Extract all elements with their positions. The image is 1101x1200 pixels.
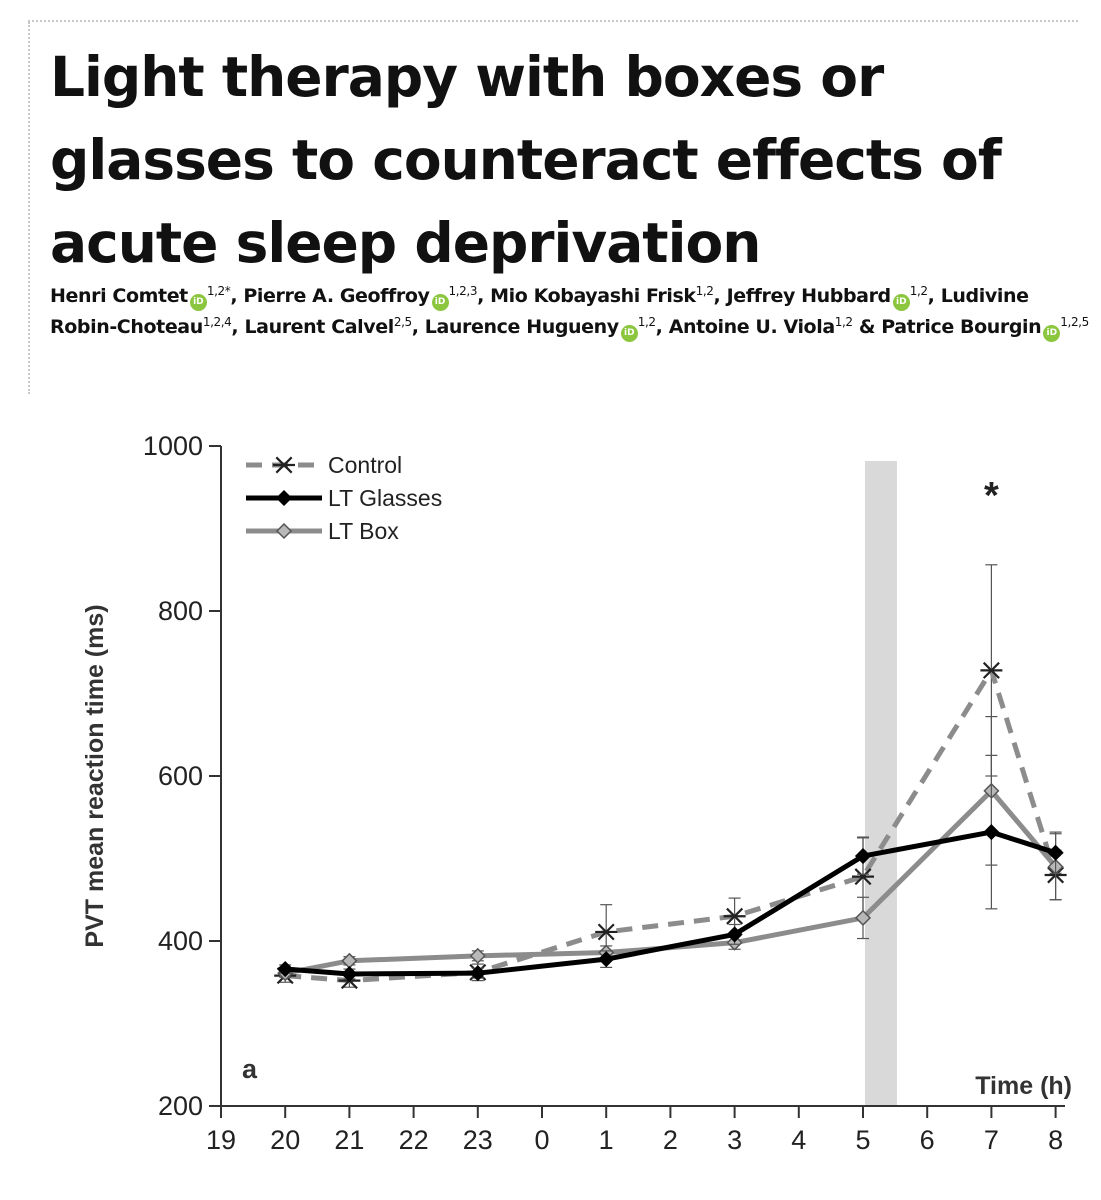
x-tick-label-21: 21 (334, 1125, 364, 1155)
affiliation-marker: 1,2 (695, 284, 714, 298)
author-name: Antoine U. Viola (668, 316, 835, 338)
data-point-23 (469, 947, 486, 964)
legend-entry-3: LT Box (246, 518, 399, 544)
data-point-21 (341, 952, 358, 969)
legend-marker (275, 522, 293, 540)
orcid-icon[interactable]: iD (892, 294, 910, 311)
panel-label: a (242, 1054, 258, 1084)
author-name: Ludivine Robin-Choteau (50, 285, 1029, 338)
x-tick-label-6: 6 (920, 1125, 935, 1155)
affiliation-marker: 1,2,3 (448, 284, 478, 298)
data-point-20 (277, 960, 294, 978)
left-dotted-rule (28, 22, 30, 394)
significance-asterisk: * (984, 475, 999, 517)
legend-marker (273, 456, 295, 474)
legend-entry-2: LT Glasses (246, 485, 442, 511)
author-8[interactable]: Antoine U. Viola1,2 (669, 316, 853, 338)
data-point-23 (469, 965, 486, 982)
x-tick-label-22: 22 (399, 1125, 429, 1155)
asterisk-stroke (982, 661, 1000, 679)
asterisk-stroke (726, 907, 744, 925)
asterisk-stroke (854, 868, 872, 886)
article-title: Light therapy with boxes or glasses to c… (50, 45, 1002, 275)
author-name: Laurent Calvel (244, 316, 394, 338)
data-point-5 (852, 868, 874, 886)
affiliation-marker: 1,2 (834, 315, 853, 329)
series-line (285, 829, 1057, 977)
affiliation-marker: 1,2 (909, 284, 928, 298)
y-tick-label-200: 200 (158, 1091, 203, 1121)
author-name: Pierre A. Geoffroy (243, 285, 430, 307)
author-name: Mio Kobayashi Frisk (490, 285, 696, 307)
data-point-3 (723, 907, 746, 925)
legend-label: Control (328, 452, 402, 478)
y-tick-label-1000: 1000 (143, 431, 203, 461)
orcid-icon[interactable]: iD (620, 325, 638, 342)
series-lt-box (277, 716, 1064, 982)
orcid-icon[interactable]: iD (189, 294, 207, 311)
author-1[interactable]: Henri Comtet iD1,2* (50, 284, 231, 311)
author-9[interactable]: Patrice Bourgin iD1,2,5 (881, 315, 1089, 342)
asterisk-stroke (275, 456, 293, 474)
author-list: Henri Comtet iD1,2*, Pierre A. Geoffroy iD… (50, 281, 1090, 343)
legend-marker (275, 489, 293, 507)
author-6[interactable]: Laurent Calvel2,5 (244, 315, 412, 338)
author-4[interactable]: Jeffrey Hubbard iD1,2 (726, 284, 928, 311)
author-name: Patrice Bourgin (881, 316, 1042, 338)
x-tick-label-7: 7 (984, 1125, 999, 1155)
data-point-1 (598, 951, 615, 968)
legend-entry-1: Control (246, 452, 402, 478)
affiliation-marker: 1,2,4 (202, 315, 232, 329)
asterisk-stroke (597, 923, 615, 941)
y-tick-label-400: 400 (158, 926, 203, 956)
top-dotted-rule (28, 20, 1078, 22)
legend-label: LT Box (328, 518, 399, 544)
legend-label: LT Glasses (328, 485, 442, 511)
author-7[interactable]: Laurence Hugueny iD1,2 (424, 315, 656, 342)
x-tick-label-2: 2 (663, 1125, 678, 1155)
data-point-21 (341, 965, 358, 983)
affiliation-marker: 2,5 (393, 315, 412, 329)
data-point-3 (726, 926, 743, 943)
author-name: Henri Comtet (50, 285, 188, 307)
data-point-1 (595, 923, 618, 941)
x-tick-label-0: 0 (534, 1125, 549, 1155)
light-exposure-band (865, 461, 897, 1106)
data-point-8 (1047, 844, 1064, 861)
y-axis-label: PVT mean reaction time (ms) (81, 604, 109, 947)
x-tick-label-20: 20 (270, 1125, 300, 1155)
x-tick-label-23: 23 (463, 1125, 493, 1155)
data-point-5 (854, 909, 872, 926)
y-tick-label-600: 600 (158, 761, 203, 791)
series-control (274, 564, 1067, 990)
x-tick-label-1: 1 (599, 1125, 614, 1155)
x-tick-label-3: 3 (727, 1125, 742, 1155)
x-axis-label: Time (h) (975, 1072, 1072, 1100)
series-lt-glasses (277, 754, 1064, 983)
affiliation-marker: 1,2,5 (1060, 315, 1089, 329)
x-tick-label-4: 4 (791, 1125, 806, 1155)
orcid-icon[interactable]: iD (1043, 325, 1061, 342)
author-name: Jeffrey Hubbard (726, 285, 892, 307)
author-name: Laurence Hugueny (424, 316, 619, 338)
data-point-7 (980, 661, 1003, 679)
x-tick-label-5: 5 (855, 1125, 870, 1155)
data-point-7 (983, 824, 1000, 841)
data-point-5 (854, 847, 872, 865)
y-tick-label-800: 800 (158, 596, 203, 626)
author-3[interactable]: Mio Kobayashi Frisk1,2 (490, 284, 714, 307)
x-tick-label-19: 19 (206, 1125, 236, 1155)
author-5[interactable]: Ludivine Robin-Choteau1,2,4 (50, 285, 1029, 338)
author-2[interactable]: Pierre A. Geoffroy iD1,2,3 (243, 284, 478, 311)
x-tick-label-8: 8 (1048, 1125, 1063, 1155)
orcid-icon[interactable]: iD (431, 294, 449, 311)
series-line (285, 667, 1058, 984)
affiliation-marker: 1,2* (206, 284, 231, 298)
affiliation-marker: 1,2 (637, 315, 656, 329)
